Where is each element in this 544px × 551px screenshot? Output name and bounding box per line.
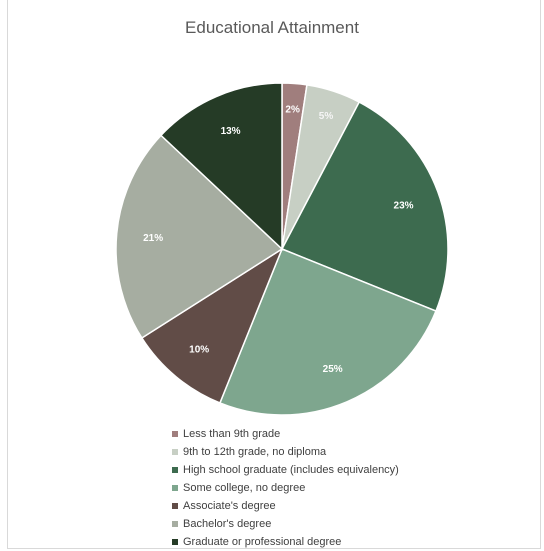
data-label: 23% [394, 200, 414, 211]
legend-swatch [172, 503, 178, 509]
legend-item: Bachelor's degree [172, 515, 399, 533]
pie-slice [140, 247, 284, 404]
data-label: 5% [319, 111, 334, 122]
data-label: 25% [323, 364, 343, 375]
legend-label: Some college, no degree [183, 482, 306, 494]
legend-label: Bachelor's degree [183, 518, 272, 530]
legend-swatch [172, 431, 178, 437]
pie-slice [218, 248, 437, 416]
legend-item: Graduate or professional degree [172, 533, 399, 551]
data-label: 2% [285, 104, 300, 115]
pie-slice [115, 134, 284, 339]
legend-label: Graduate or professional degree [183, 536, 342, 548]
legend-label: Associate's degree [183, 500, 276, 512]
legend-label: 9th to 12th grade, no diploma [183, 446, 327, 458]
legend-item: Some college, no degree [172, 479, 399, 497]
chart-frame [7, 0, 541, 549]
pie-slice [159, 82, 283, 251]
legend-item: Associate's degree [172, 497, 399, 515]
chart-title: Educational Attainment [185, 18, 359, 37]
data-label: 13% [221, 126, 241, 137]
legend-swatch [172, 467, 178, 473]
chart-legend: Less than 9th grade 9th to 12th grade, no… [172, 425, 399, 551]
pie-slice [280, 101, 449, 313]
legend-swatch [172, 539, 178, 545]
legend-label: High school graduate (includes equivalen… [183, 464, 399, 476]
legend-swatch [172, 521, 178, 527]
legend-swatch [172, 485, 178, 491]
legend-item: Less than 9th grade [172, 425, 399, 443]
data-label: 21% [143, 233, 163, 244]
legend-item: 9th to 12th grade, no diploma [172, 443, 399, 461]
legend-swatch [172, 449, 178, 455]
legend-item: High school graduate (includes equivalen… [172, 461, 399, 479]
legend-label: Less than 9th grade [183, 428, 281, 440]
data-label: 10% [189, 345, 209, 356]
